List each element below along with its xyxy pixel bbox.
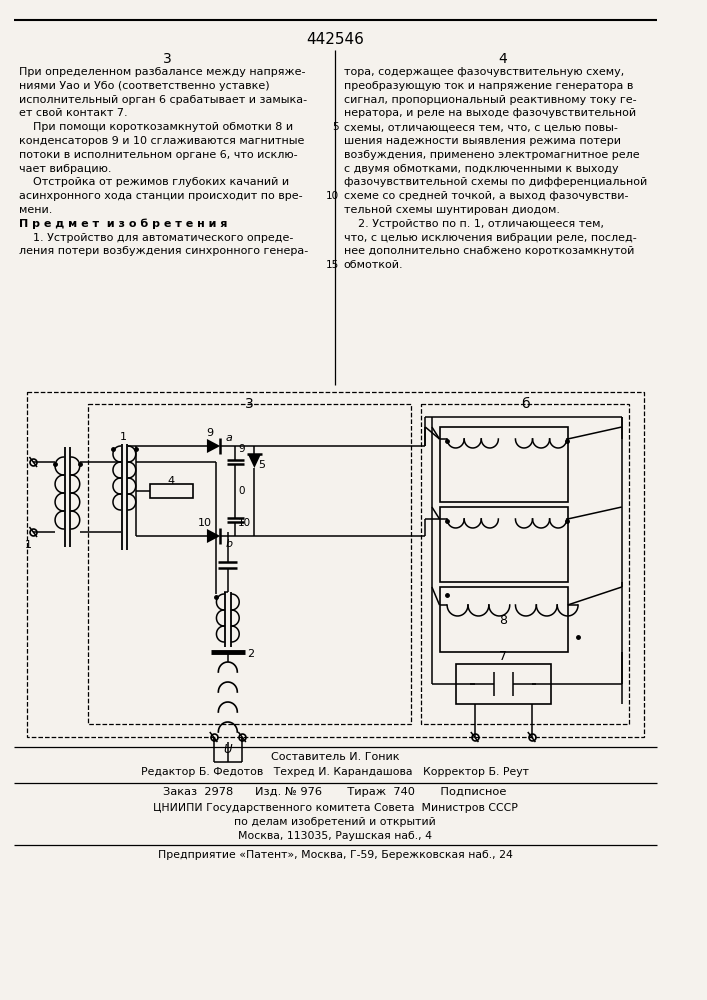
Text: 1: 1	[25, 540, 32, 550]
Text: фазочувствительной схемы по дифференциальной: фазочувствительной схемы по дифференциал…	[344, 177, 647, 187]
Text: Заказ  2978      Изд. № 976       Тираж  740       Подписное: Заказ 2978 Изд. № 976 Тираж 740 Подписно…	[163, 787, 507, 797]
Text: 5: 5	[332, 122, 339, 132]
Text: схеме со средней точкой, а выход фазочувстви-: схеме со средней точкой, а выход фазочув…	[344, 191, 628, 201]
Polygon shape	[207, 529, 220, 543]
Text: 7: 7	[499, 650, 507, 663]
Text: чает вибрацию.: чает вибрацию.	[19, 164, 112, 174]
Text: шения надежности выявления режима потери: шения надежности выявления режима потери	[344, 136, 621, 146]
Text: 5: 5	[258, 460, 265, 470]
Text: обмоткой.: обмоткой.	[344, 260, 403, 270]
Bar	[150, 484, 193, 498]
Text: Редактор Б. Федотов   Техред И. Карандашова   Корректор Б. Реут: Редактор Б. Федотов Техред И. Карандашов…	[141, 767, 529, 777]
Text: ления потери возбуждения синхронного генера-: ления потери возбуждения синхронного ген…	[19, 246, 308, 256]
Text: 2. Устройство по п. 1, отличающееся тем,: 2. Устройство по п. 1, отличающееся тем,	[344, 219, 604, 229]
Text: 3: 3	[245, 397, 254, 411]
Text: тельной схемы шунтирован диодом.: тельной схемы шунтирован диодом.	[344, 205, 560, 215]
Text: Составитель И. Гоник: Составитель И. Гоник	[271, 752, 399, 762]
Text: возбуждения, применено электромагнитное реле: возбуждения, применено электромагнитное …	[344, 150, 639, 160]
Bar	[440, 507, 568, 582]
Text: нератора, и реле на выходе фазочувствительной: нератора, и реле на выходе фазочувствите…	[344, 108, 636, 118]
Text: Москва, 113035, Раушская наб., 4: Москва, 113035, Раушская наб., 4	[238, 831, 432, 841]
Text: 9: 9	[206, 428, 214, 438]
Text: ниями Уао и Убо (соответственно уставке): ниями Уао и Убо (соответственно уставке)	[19, 81, 269, 91]
Text: Предприятие «Патент», Москва, Г-59, Бережковская наб., 24: Предприятие «Патент», Москва, Г-59, Бере…	[158, 850, 513, 860]
Text: 10: 10	[238, 518, 252, 528]
Text: преобразующую ток и напряжение генератора в: преобразующую ток и напряжение генератор…	[344, 81, 633, 91]
Text: 8: 8	[499, 614, 507, 627]
Text: Отстройка от режимов глубоких качаний и: Отстройка от режимов глубоких качаний и	[19, 177, 289, 187]
Text: с двумя обмотками, подключенными к выходу: с двумя обмотками, подключенными к выход…	[344, 164, 618, 174]
Text: 2: 2	[247, 649, 254, 659]
Text: сигнал, пропорциональный реактивному току ге-: сигнал, пропорциональный реактивному ток…	[344, 95, 636, 105]
Bar	[440, 427, 568, 502]
Text: что, с целью исключения вибрации реле, послед-: что, с целью исключения вибрации реле, п…	[344, 233, 636, 243]
Text: 442546: 442546	[306, 32, 364, 47]
Text: конденсаторов 9 и 10 сглаживаются магнитные: конденсаторов 9 и 10 сглаживаются магнит…	[19, 136, 304, 146]
Text: схемы, отличающееся тем, что, с целью повы-: схемы, отличающееся тем, что, с целью по…	[344, 122, 617, 132]
Text: ет свой контакт 7.: ет свой контакт 7.	[19, 108, 127, 118]
Bar	[88, 404, 411, 724]
Bar	[421, 404, 629, 724]
Text: 15: 15	[326, 260, 339, 270]
Text: При помощи короткозамкнутой обмотки 8 и: При помощи короткозамкнутой обмотки 8 и	[19, 122, 293, 132]
Text: 10: 10	[326, 191, 339, 201]
Bar	[27, 392, 643, 737]
Text: 4: 4	[498, 52, 508, 66]
Text: потоки в исполнительном органе 6, что исклю-: потоки в исполнительном органе 6, что ис…	[19, 150, 298, 160]
Text: б: б	[520, 397, 530, 411]
Text: При определенном разбалансе между напряже-: При определенном разбалансе между напряж…	[19, 67, 305, 77]
Text: нее дополнительно снабжено короткозамкнутой: нее дополнительно снабжено короткозамкну…	[344, 246, 634, 256]
Text: 0: 0	[238, 486, 245, 496]
Text: b: b	[226, 539, 233, 549]
Polygon shape	[207, 439, 220, 453]
Text: исполнительный орган 6 срабатывает и замыка-: исполнительный орган 6 срабатывает и зам…	[19, 95, 307, 105]
Text: 3: 3	[163, 52, 171, 66]
Text: П р е д м е т  и з о б р е т е н и я: П р е д м е т и з о б р е т е н и я	[19, 219, 228, 229]
Text: 10: 10	[198, 518, 212, 528]
Text: 4: 4	[168, 476, 175, 486]
Text: асинхронного хода станции происходит по вре-: асинхронного хода станции происходит по …	[19, 191, 303, 201]
Text: по делам изобретений и открытий: по делам изобретений и открытий	[234, 817, 436, 827]
Text: тора, содержащее фазочувствительную схему,: тора, содержащее фазочувствительную схем…	[344, 67, 624, 77]
Bar	[455, 664, 551, 704]
Text: 9: 9	[238, 444, 245, 454]
Text: 1. Устройство для автоматического опреде-: 1. Устройство для автоматического опреде…	[19, 233, 293, 243]
Text: a: a	[226, 433, 233, 443]
Polygon shape	[247, 454, 261, 468]
Bar	[440, 587, 568, 652]
Text: U: U	[223, 743, 232, 756]
Text: 1: 1	[120, 432, 127, 442]
Text: ЦНИИПИ Государственного комитета Совета  Министров СССР: ЦНИИПИ Государственного комитета Совета …	[153, 803, 518, 813]
Text: мени.: мени.	[19, 205, 52, 215]
